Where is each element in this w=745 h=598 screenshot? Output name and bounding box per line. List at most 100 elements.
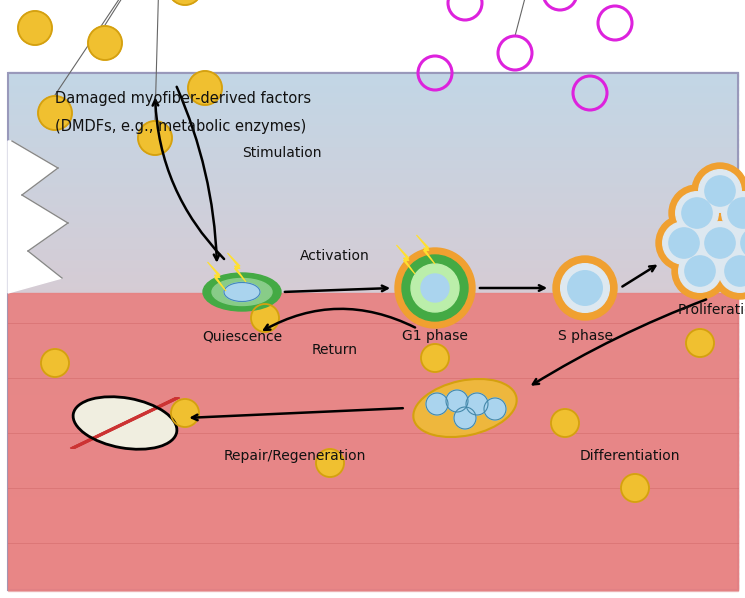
Bar <box>8 558 738 560</box>
Bar <box>8 84 738 86</box>
Bar <box>8 307 738 309</box>
Bar <box>8 413 738 414</box>
Circle shape <box>421 344 449 372</box>
Bar <box>8 405 738 408</box>
Bar <box>8 98 738 100</box>
Bar <box>8 258 738 261</box>
Bar <box>8 463 738 465</box>
Bar <box>8 549 738 551</box>
Bar <box>8 82 738 84</box>
Text: Differentiation: Differentiation <box>580 449 680 463</box>
Bar <box>8 452 738 454</box>
Circle shape <box>553 256 617 320</box>
Bar <box>8 385 738 387</box>
Bar <box>8 393 738 395</box>
Bar <box>8 468 738 470</box>
Bar <box>8 252 738 254</box>
Circle shape <box>18 11 52 45</box>
Bar <box>8 115 738 117</box>
Text: Repair/Regeneration: Repair/Regeneration <box>224 449 367 463</box>
Bar <box>8 578 738 581</box>
Bar <box>8 238 738 240</box>
Polygon shape <box>227 253 246 282</box>
Bar <box>8 576 738 579</box>
Bar <box>8 136 738 138</box>
Bar <box>8 167 738 169</box>
Bar <box>8 508 738 509</box>
Bar <box>8 570 738 572</box>
Circle shape <box>663 222 706 264</box>
Circle shape <box>188 71 222 105</box>
Bar <box>8 229 738 231</box>
Circle shape <box>41 349 69 377</box>
Bar <box>8 373 738 375</box>
Bar <box>8 333 738 335</box>
Circle shape <box>316 449 344 477</box>
Bar <box>8 518 738 520</box>
Bar <box>8 506 738 508</box>
Circle shape <box>484 398 506 420</box>
Bar <box>8 580 738 582</box>
Bar <box>8 469 738 472</box>
Bar <box>8 448 738 451</box>
Bar <box>8 473 738 475</box>
Circle shape <box>669 228 699 258</box>
Bar <box>8 126 738 127</box>
Bar <box>8 545 738 548</box>
Circle shape <box>699 222 741 264</box>
Bar <box>8 184 738 187</box>
Bar <box>8 541 738 542</box>
Polygon shape <box>8 141 68 293</box>
Bar <box>8 138 738 140</box>
Bar <box>0 0 745 73</box>
Bar <box>8 106 738 109</box>
Bar <box>8 335 738 337</box>
Bar <box>8 442 738 444</box>
Bar <box>8 425 738 427</box>
Bar <box>8 212 738 214</box>
Bar <box>8 101 738 103</box>
Bar <box>8 475 738 477</box>
Bar <box>8 509 738 511</box>
Circle shape <box>715 185 745 241</box>
Circle shape <box>551 409 579 437</box>
Bar <box>8 589 738 591</box>
Bar <box>8 502 738 505</box>
Bar <box>8 376 738 379</box>
Bar <box>8 487 738 489</box>
Bar <box>8 419 738 422</box>
Bar <box>8 544 738 546</box>
Bar <box>8 563 738 565</box>
Text: G1 phase: G1 phase <box>402 329 468 343</box>
Bar <box>8 395 738 397</box>
Bar <box>8 350 738 352</box>
Bar <box>8 293 738 295</box>
Bar <box>8 283 738 285</box>
Bar <box>8 527 738 529</box>
Bar <box>8 511 738 513</box>
Bar <box>8 181 738 183</box>
Ellipse shape <box>413 379 517 437</box>
Bar <box>8 213 738 216</box>
Bar <box>8 312 738 315</box>
Circle shape <box>411 264 459 312</box>
Bar <box>8 191 738 193</box>
Bar <box>8 161 738 164</box>
Bar <box>8 386 738 389</box>
Bar <box>8 371 738 373</box>
Circle shape <box>719 250 745 292</box>
Bar <box>8 108 738 110</box>
Bar <box>8 103 738 105</box>
Circle shape <box>656 215 712 271</box>
Bar <box>8 179 738 181</box>
Bar <box>8 347 738 349</box>
Circle shape <box>138 121 172 155</box>
Bar <box>8 74 738 76</box>
Bar <box>8 328 738 330</box>
Bar <box>8 170 738 172</box>
Bar <box>8 262 738 264</box>
Circle shape <box>251 304 279 332</box>
Bar <box>8 421 738 423</box>
Bar <box>8 222 738 224</box>
Bar <box>8 539 738 541</box>
